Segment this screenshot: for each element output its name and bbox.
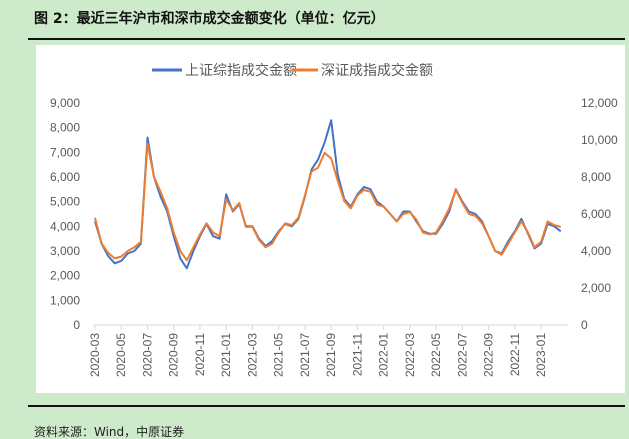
legend-label-shenzhen: 深证成指成交金额	[321, 62, 433, 79]
y-right-tick-label: 10,000	[581, 133, 618, 147]
y-left-tick-label: 7,000	[50, 145, 80, 159]
x-tick-label: 2022-07	[455, 333, 469, 377]
x-tick-label: 2020-03	[88, 333, 102, 377]
x-tick-label: 2022-01	[377, 333, 391, 377]
chart-panel	[36, 45, 625, 393]
y-right-tick-label: 4,000	[581, 244, 611, 258]
x-tick-label: 2020-07	[140, 333, 154, 377]
y-right-tick-label: 8,000	[581, 170, 611, 184]
x-tick-label: 2022-09	[482, 333, 496, 377]
x-tick-label: 2022-05	[429, 333, 443, 377]
top-rule	[28, 38, 625, 40]
x-tick-label: 2022-11	[508, 333, 522, 376]
bottom-rule	[28, 405, 625, 407]
x-tick-label: 2021-01	[219, 333, 233, 377]
series-line-shanghai	[94, 119, 562, 270]
x-tick-label: 2021-07	[298, 333, 312, 377]
figure-title: 图 2：最近三年沪市和深市成交金额变化（单位：亿元）	[34, 11, 385, 27]
x-tick-label: 2021-05	[272, 333, 286, 377]
y-left-tick-label: 0	[73, 318, 80, 332]
x-tick-label: 2020-05	[114, 333, 128, 377]
legend-label-shanghai: 上证综指成交金额	[185, 62, 297, 79]
x-tick-label: 2020-09	[167, 333, 181, 377]
x-tick-label: 2020-11	[193, 333, 207, 376]
x-tick-label: 2021-09	[324, 333, 338, 377]
y-left-tick-label: 6,000	[50, 170, 80, 184]
series-line-shenzhen	[94, 142, 562, 262]
y-left-tick-label: 5,000	[50, 195, 80, 209]
y-right-tick-label: 0	[581, 318, 588, 332]
y-right-tick-label: 2,000	[581, 281, 611, 295]
y-left-tick-label: 8,000	[50, 121, 80, 135]
y-left-tick-label: 3,000	[50, 244, 80, 258]
x-tick-label: 2021-11	[350, 333, 364, 376]
y-left-tick-label: 2,000	[50, 269, 80, 283]
x-tick-label: 2022-03	[403, 333, 417, 377]
x-tick-label: 2023-01	[534, 333, 548, 377]
y-left-tick-label: 1,000	[50, 293, 80, 307]
x-tick-label: 2021-03	[245, 333, 259, 377]
y-right-tick-label: 6,000	[581, 207, 611, 221]
source-note: 资料来源：Wind，中原证券	[34, 425, 185, 439]
y-left-tick-label: 9,000	[50, 96, 80, 110]
y-left-tick-label: 4,000	[50, 219, 80, 233]
y-right-tick-label: 12,000	[581, 96, 618, 110]
